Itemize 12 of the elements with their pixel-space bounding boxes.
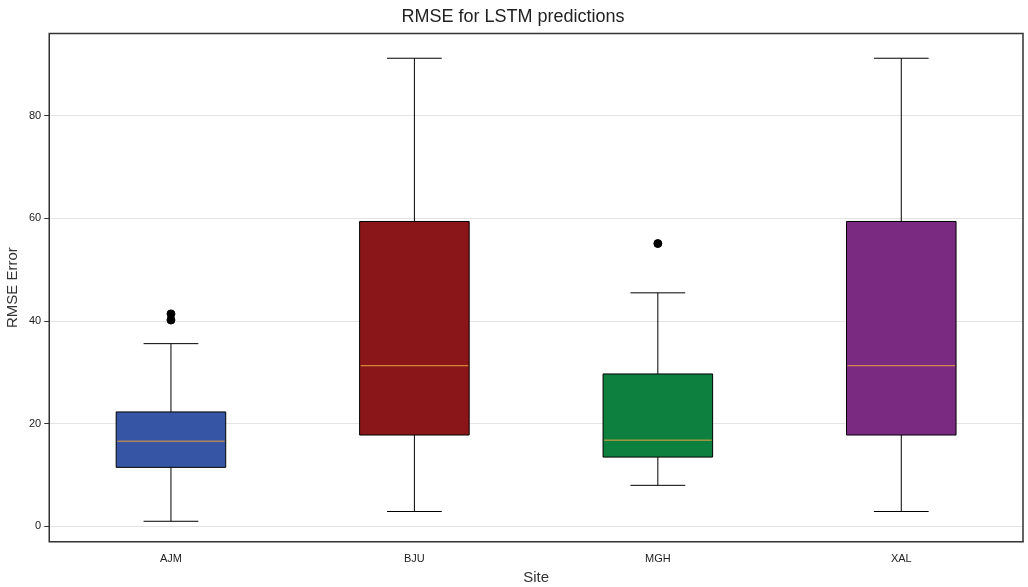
x-tick-label: AJM: [159, 552, 182, 565]
y-tick-label: 60: [28, 211, 42, 224]
y-tick-label: 20: [28, 416, 42, 429]
x-axis-title: Site: [523, 568, 550, 586]
y-tick-label: 40: [28, 314, 42, 327]
chart-title: RMSE for LSTM predictions: [401, 5, 625, 26]
y-tick-label: 0: [35, 519, 42, 532]
x-tick-label: BJU: [404, 552, 425, 565]
y-axis-title: RMSE Error: [3, 247, 21, 329]
y-tick-label: 80: [28, 108, 42, 121]
x-tick-label: XAL: [890, 552, 912, 565]
x-tick-label: MGH: [645, 552, 671, 565]
